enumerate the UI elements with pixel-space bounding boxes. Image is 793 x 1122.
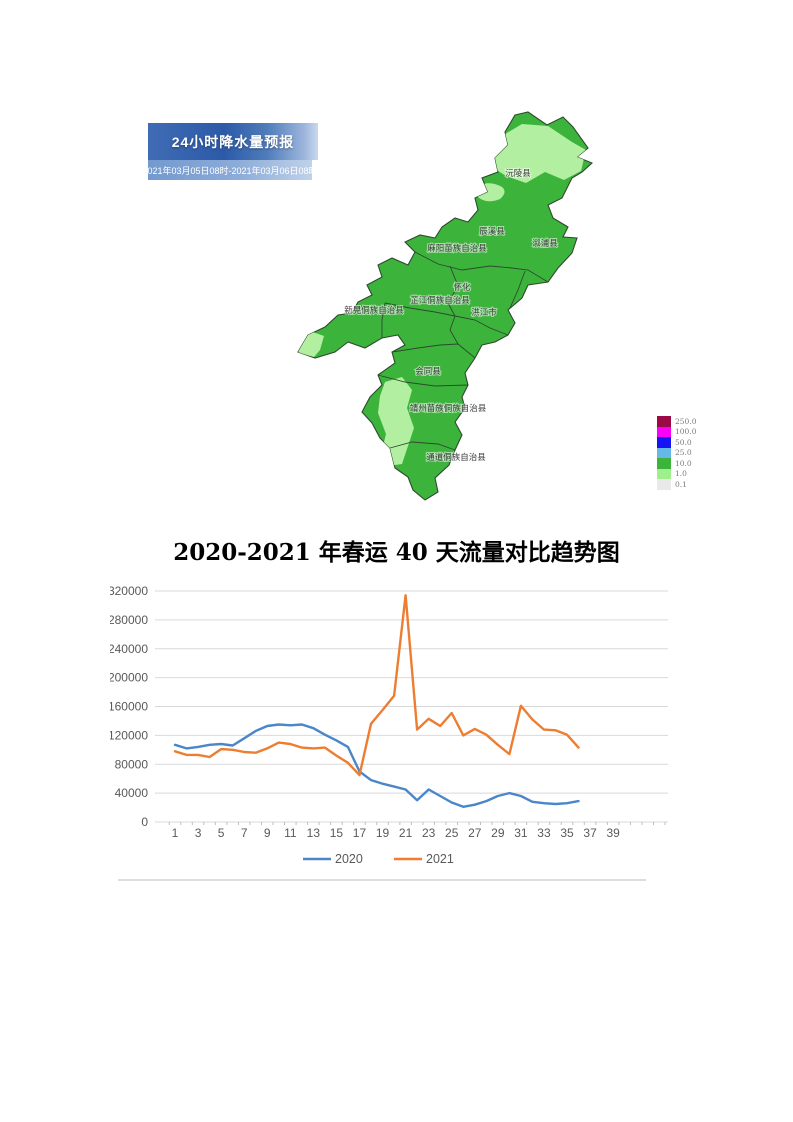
county-border <box>449 315 459 345</box>
legend-row: 250.0 <box>657 416 696 427</box>
legend-value: 1.0 <box>675 469 687 479</box>
x-axis-label: 1 <box>172 826 179 840</box>
divider-rule <box>118 879 646 881</box>
traffic-trend-chart: 0 40000 80000 120000 160000 200000 240000 28000… <box>110 584 668 866</box>
y-axis-label: 160000 <box>110 700 148 714</box>
map-title-banner: 24小时降水量预报 <box>148 123 318 160</box>
legend-row: 25.0 <box>657 447 696 458</box>
county-border <box>389 441 456 451</box>
series-line-2020 <box>173 723 580 809</box>
map-label-zhijiang: 芷江侗族自治县 <box>410 295 470 305</box>
legend-value: 250.0 <box>675 416 697 426</box>
x-axis-label: 23 <box>422 826 436 840</box>
y-axis-label: 320000 <box>110 584 148 598</box>
map-label-jingzhou: 靖州苗族侗族自治县 <box>410 403 487 413</box>
legend-row: 50.0 <box>657 437 696 448</box>
map-date-banner: 2021年03月05日08时-2021年03月06日08时 <box>142 160 318 180</box>
x-axis-label: 9 <box>264 826 271 840</box>
county-border <box>391 343 476 359</box>
x-axis-label: 7 <box>241 826 248 840</box>
legend-row: 10.0 <box>657 458 696 469</box>
x-axis-label: 35 <box>560 826 574 840</box>
legend-value: 10.0 <box>675 458 692 468</box>
county-border <box>447 265 459 317</box>
legend-value: 25.0 <box>675 448 692 458</box>
x-axis-label: 25 <box>445 826 459 840</box>
map-title: 24小时降水量预报 <box>171 133 295 150</box>
x-axis-label: 19 <box>376 826 390 840</box>
county-border <box>384 302 456 317</box>
county-border <box>377 374 469 387</box>
y-axis-label: 80000 <box>115 757 149 771</box>
x-axis-label: 29 <box>491 826 505 840</box>
y-axis-label: 120000 <box>110 728 148 742</box>
legend-swatch <box>657 479 671 490</box>
legend-row: 100.0 <box>657 426 697 437</box>
map-label-mayang: 麻阳苗族自治县 <box>427 243 487 253</box>
x-axis-label: 13 <box>307 826 321 840</box>
x-axis-label: 31 <box>514 826 528 840</box>
legend-swatch <box>657 468 671 479</box>
map-label-tongdao: 通道侗族自治县 <box>426 452 486 462</box>
legend-swatch <box>657 437 671 448</box>
x-axis-label: 21 <box>399 826 413 840</box>
x-axis-label: 5 <box>218 826 225 840</box>
map-label-chenxi: 辰溪县 <box>479 226 505 236</box>
legend-swatch <box>657 426 671 437</box>
map-label-xinhuang: 新晃侗族自治县 <box>344 305 404 315</box>
precipitation-legend: 250.0 100.0 50.0 25.0 10.0 1.0 0.1 <box>657 416 696 490</box>
chart-legend-label-2021: 2021 <box>426 852 454 866</box>
x-axis-label: 11 <box>284 826 297 840</box>
legend-swatch <box>657 416 671 427</box>
y-axis-label: 0 <box>141 815 148 829</box>
series-line-2021 <box>173 594 580 777</box>
legend-row: 0.1 <box>657 479 696 490</box>
x-axis-label: 39 <box>606 826 620 840</box>
county-border <box>414 251 549 283</box>
y-axis-label: 280000 <box>110 613 148 627</box>
y-axis-label: 240000 <box>110 642 148 656</box>
y-axis-label: 40000 <box>115 786 149 800</box>
map-date-range: 2021年03月05日08时-2021年03月06日08时 <box>142 165 318 176</box>
legend-value: 50.0 <box>675 437 692 447</box>
x-axis-label: 33 <box>537 826 551 840</box>
x-axis-label: 17 <box>353 826 367 840</box>
map-label-yuanling: 沅陵县 <box>505 168 531 178</box>
map-label-xupu: 溆浦县 <box>532 238 558 248</box>
x-axis-label: 27 <box>468 826 482 840</box>
county-border <box>454 315 509 336</box>
chart-legend-label-2020: 2020 <box>335 852 363 866</box>
map-label-hongjiang: 洪江市 <box>471 307 497 317</box>
light-rain-patch <box>490 124 586 183</box>
legend-row: 1.0 <box>657 468 696 479</box>
map-region-shape <box>297 111 594 501</box>
legend-value: 0.1 <box>675 479 687 489</box>
y-axis-label: 200000 <box>110 671 148 685</box>
legend-value: 100.0 <box>675 427 697 437</box>
x-axis-label: 15 <box>330 826 344 840</box>
map-label-huitong: 会同县 <box>415 366 441 376</box>
map-label-huaihua: 怀化 <box>453 282 471 292</box>
legend-swatch <box>657 458 671 469</box>
chart-title: 2020-2021 年春运 40 天流量对比趋势图 <box>173 539 620 566</box>
x-axis-label: 37 <box>583 826 597 840</box>
x-axis-label: 3 <box>195 826 202 840</box>
county-border <box>381 302 386 338</box>
legend-swatch <box>657 447 671 458</box>
